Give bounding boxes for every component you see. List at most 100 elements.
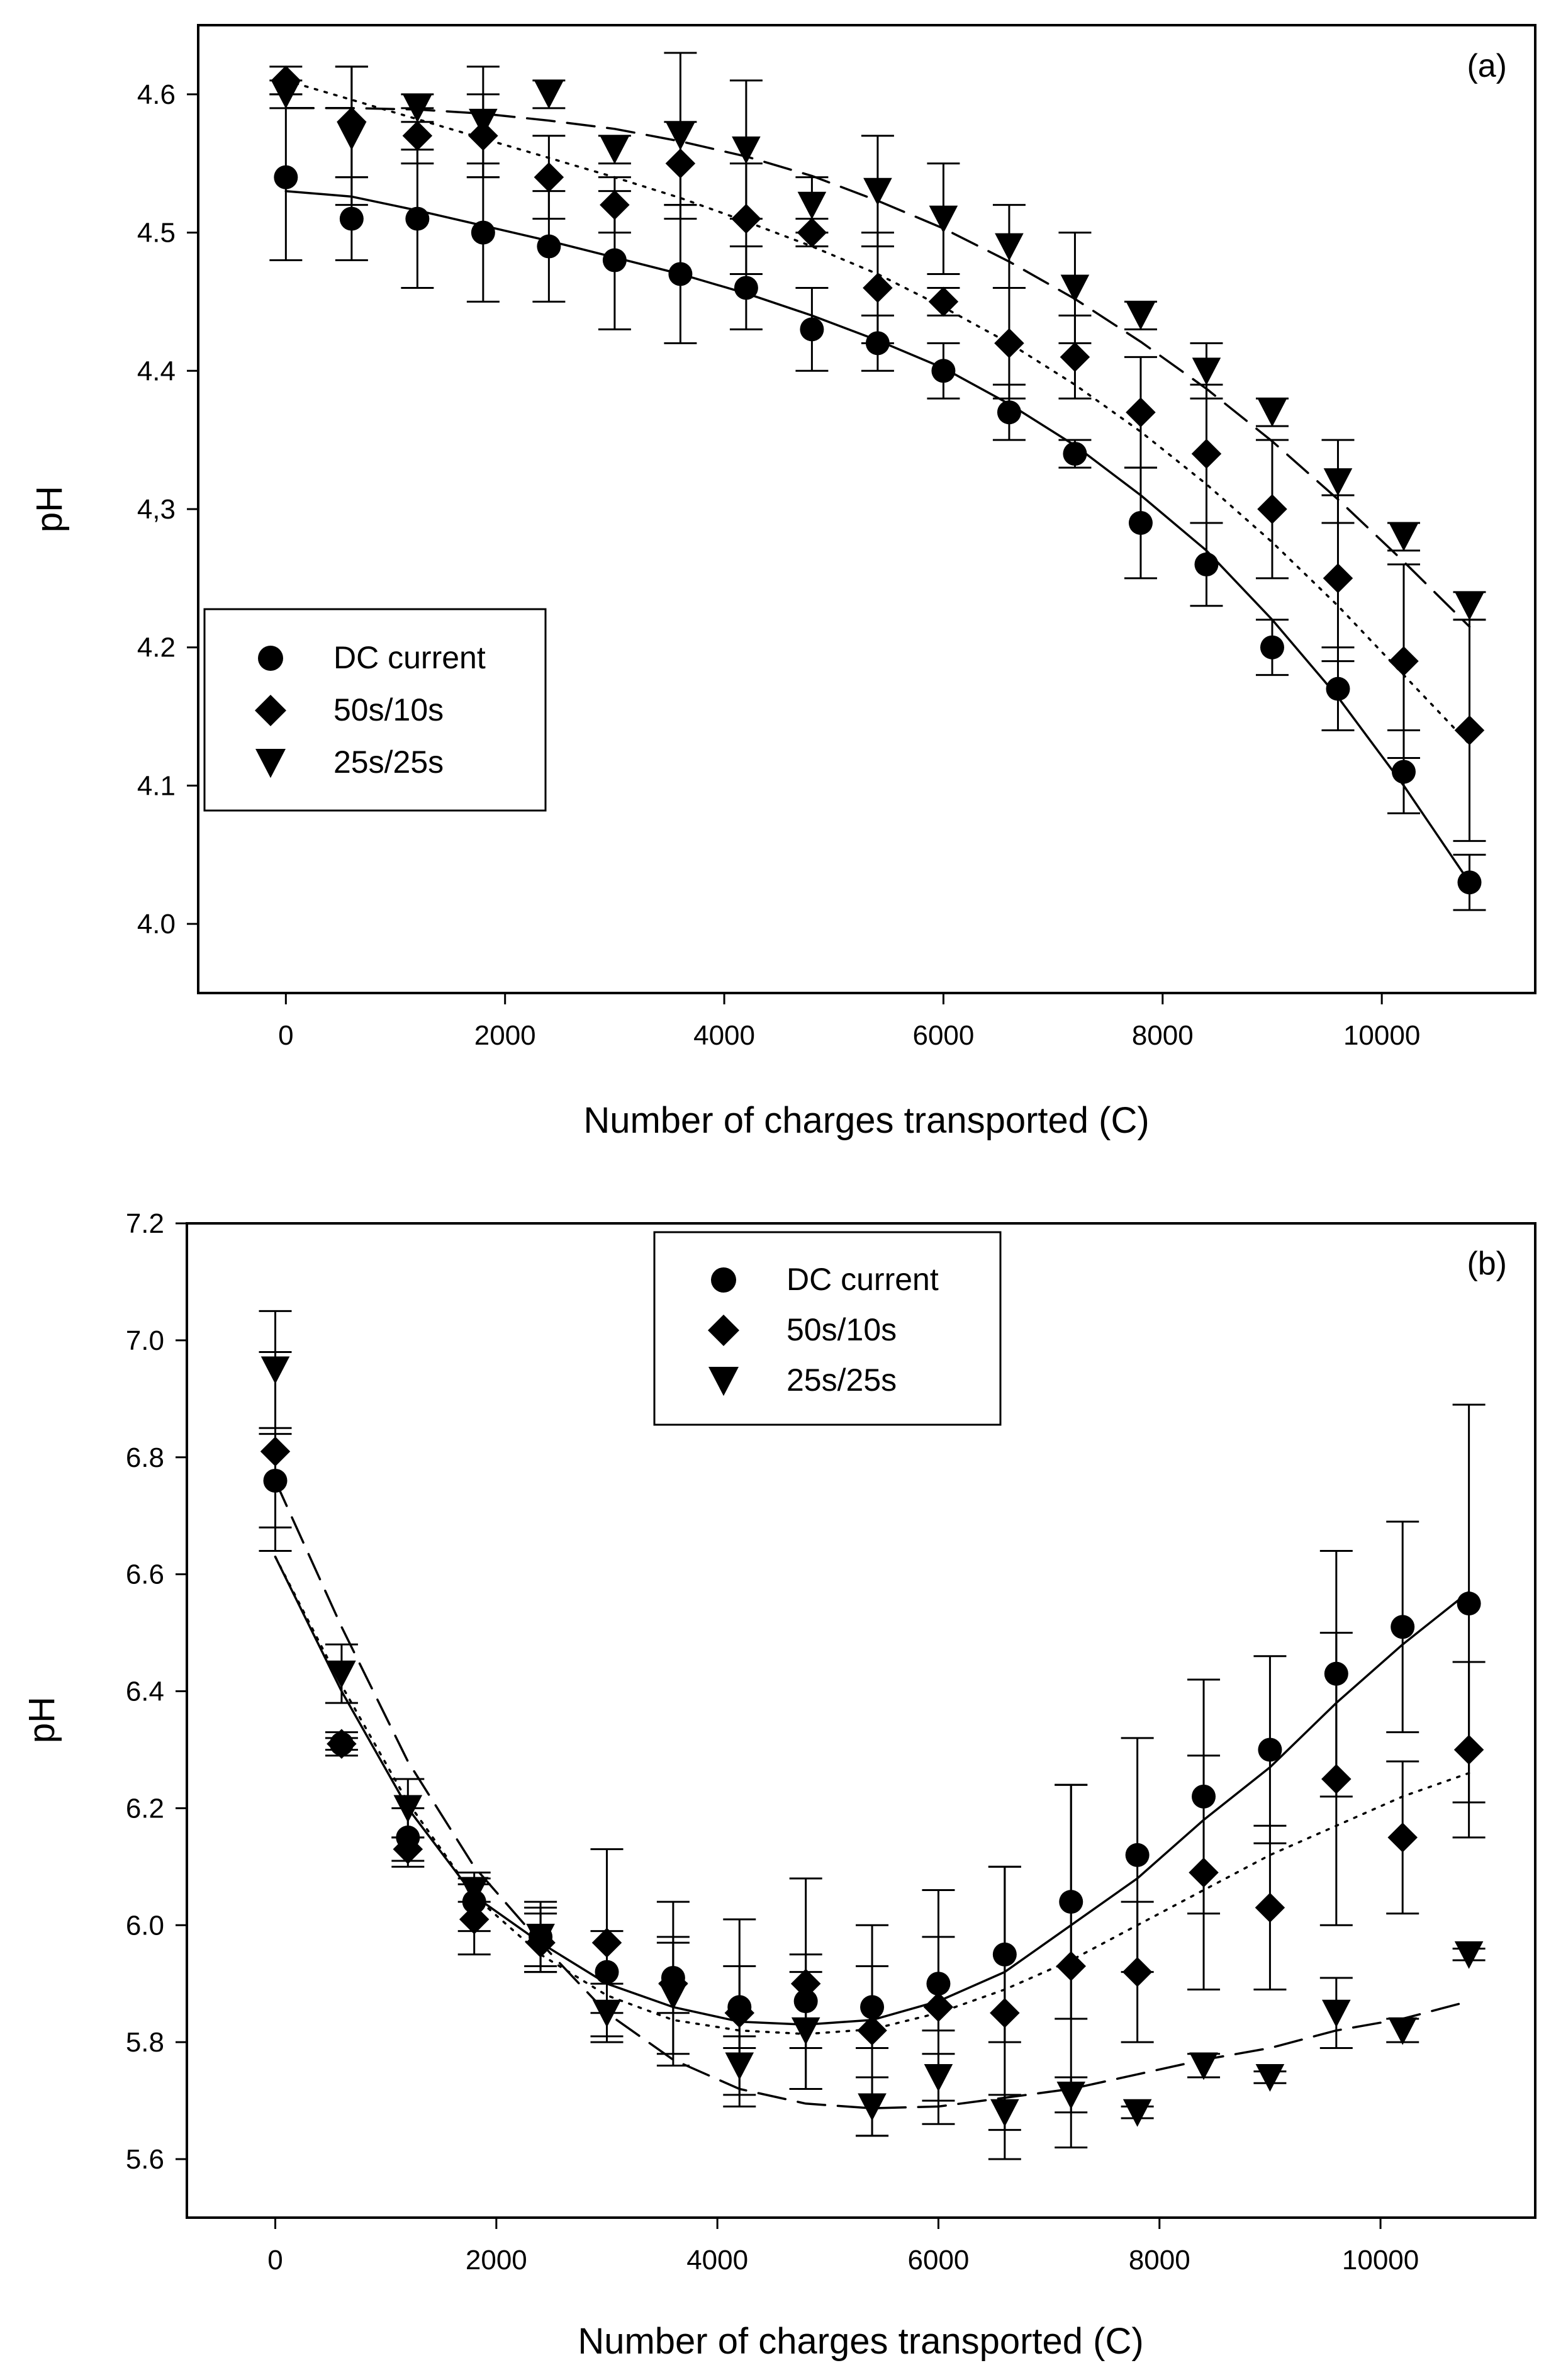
panel-b-x-tick-label-2000: 2000 — [466, 2245, 527, 2276]
panel-a-point-25s25s-12 — [1060, 274, 1090, 303]
panel-a-x-axis-label: Number of charges transported (C) — [583, 1100, 1149, 1141]
panel-a-y-tick-label-0: 4.0 — [137, 909, 176, 940]
panel-a-x-tick-label-4000: 4000 — [693, 1020, 755, 1051]
panel-a-point-50s10s-7 — [731, 203, 761, 234]
panel-b-point-50s10s-2 — [393, 1834, 423, 1865]
panel-b-point-25s25s-12 — [1056, 2081, 1086, 2109]
panel-b-point-dc-11 — [992, 1942, 1017, 1967]
panel-a-point-dc-2 — [405, 206, 430, 231]
panel-a-point-25s25s-18 — [1455, 592, 1484, 620]
panel-a-legend: DC current 50s/10s 25s/25s — [203, 608, 547, 812]
panel-a-y-tick-label-5: 4.5 — [137, 218, 176, 249]
panel-b-legend-label-50s10s: 50s/10s — [786, 1312, 897, 1347]
panel-a-point-50s10s-13 — [1126, 397, 1156, 427]
panel-b-point-50s10s-8 — [790, 1968, 821, 1999]
panel-a-legend-symbol-50s10s — [255, 695, 286, 726]
panel-b-legend-symbol-50s10s — [708, 1315, 739, 1346]
panel-b-point-25s25s-10 — [924, 2064, 953, 2092]
panel-a-point-25s25s-1 — [337, 122, 366, 150]
panel-a-point-50s10s-11 — [994, 328, 1024, 359]
panel-b-x-tick-label-10000: 10000 — [1342, 2245, 1419, 2276]
panel-a-legend-symbol-25s25s — [255, 749, 286, 778]
panel-b-label: (b) — [1467, 1245, 1507, 1282]
panel-a-legend-label-50s10s: 50s/10s — [333, 692, 444, 727]
panel-b-point-dc-14 — [1192, 1784, 1216, 1809]
panel-b-point-25s25s-17 — [1388, 2017, 1418, 2045]
panel-a-point-50s10s-4 — [534, 162, 564, 193]
panel-a-point-25s25s-7 — [732, 136, 761, 164]
panel-a-point-dc-10 — [931, 359, 956, 383]
panel-a-y-tick-label-4: 4.4 — [137, 356, 176, 386]
panel-a-point-dc-7 — [734, 276, 758, 300]
panel-b-point-25s25s-0 — [260, 1356, 290, 1384]
panel-a-point-dc-15 — [1260, 635, 1284, 660]
panel-b-point-50s10s-7 — [724, 1997, 755, 2028]
panel-b-point-25s25s-6 — [659, 1982, 688, 2010]
panel-b-point-dc-18 — [1457, 1591, 1481, 1616]
panel-a-x-tick-label-2000: 2000 — [474, 1020, 536, 1051]
panel-b-point-50s10s-11 — [990, 1997, 1020, 2028]
panel-b-point-25s25s-11 — [990, 2099, 1019, 2127]
panel-a-y-axis-label: pH — [29, 486, 70, 532]
panel-a-x-tick-label-8000: 8000 — [1132, 1020, 1194, 1051]
panel-b-x-tick-label-4000: 4000 — [686, 2245, 748, 2276]
panel-b-point-50s10s-3 — [459, 1904, 490, 1934]
panel-a-point-25s25s-4 — [534, 81, 564, 109]
panel-b-markers — [260, 1356, 1484, 2127]
panel-a-legend-label-dc: DC current — [333, 640, 486, 675]
panel-b-y-tick-label-1: 5.8 — [126, 2027, 164, 2058]
panel-a-point-dc-4 — [537, 234, 561, 259]
panel-b-point-dc-10 — [926, 1972, 951, 1996]
panel-a-point-50s10s-2 — [402, 121, 433, 151]
panel-b-point-25s25s-16 — [1322, 1999, 1351, 2028]
panel-a-point-50s10s-17 — [1389, 646, 1419, 676]
panel-b-point-dc-9 — [860, 1995, 885, 2019]
panel-b-point-25s25s-8 — [791, 2017, 820, 2045]
panel-a-point-25s25s-3 — [469, 108, 498, 137]
panel-b-x-tick-label-8000: 8000 — [1129, 2245, 1190, 2276]
panel-a-x-tick-label-0: 0 — [278, 1020, 293, 1051]
panel-b-plot-frame — [186, 1222, 1536, 2219]
panel-a-point-dc-0 — [274, 165, 298, 189]
panel-a-point-50s10s-14 — [1191, 439, 1222, 469]
panel-a-point-25s25s-11 — [995, 233, 1024, 261]
panel-b-point-dc-0 — [263, 1468, 288, 1493]
panel-a-point-50s10s-8 — [797, 217, 827, 248]
panel-b-legend-symbols — [708, 1267, 739, 1396]
panel-b-point-50s10s-0 — [260, 1436, 291, 1467]
panel-b-point-50s10s-16 — [1321, 1764, 1352, 1794]
panel-b-y-tick-label-3: 6.2 — [126, 1793, 164, 1824]
panel-a-point-25s25s-2 — [403, 94, 432, 123]
panel-b-point-50s10s-18 — [1453, 1734, 1484, 1765]
panel-b-point-50s10s-10 — [923, 1992, 954, 2023]
panel-b-y-tick-label-7: 7.0 — [126, 1325, 164, 1356]
panel-b-point-dc-16 — [1324, 1661, 1348, 1686]
panel-b-point-25s25s-7 — [725, 2052, 754, 2080]
panel-a-point-50s10s-16 — [1323, 563, 1353, 593]
panel-a-y-tick-label-2: 4.2 — [137, 632, 176, 663]
panel-b-legend-symbol-25s25s — [708, 1367, 739, 1396]
panel-a-point-dc-6 — [668, 262, 693, 286]
panel-b-point-50s10s-15 — [1255, 1892, 1285, 1923]
panel-a-label: (a) — [1467, 48, 1507, 84]
panel-b-point-25s25s-14 — [1189, 2052, 1218, 2080]
panel-a-point-dc-5 — [602, 248, 627, 272]
panel-b-point-25s25s-1 — [327, 1660, 356, 1688]
panel-a-point-25s25s-6 — [666, 122, 695, 150]
panel-a-legend-symbols — [255, 646, 286, 778]
panel-a-point-50s10s-10 — [928, 286, 959, 317]
panel-b-legend: DC current 50s/10s 25s/25s — [653, 1231, 1002, 1426]
panel-b-point-dc-17 — [1391, 1615, 1415, 1639]
panel-a-point-dc-12 — [1063, 442, 1087, 466]
panel-b-legend-label-25s25s: 25s/25s — [786, 1362, 897, 1398]
panel-a-markers — [271, 65, 1485, 895]
panel-b-y-tick-label-6: 6.8 — [126, 1442, 164, 1473]
panel-b-legend-label-dc: DC current — [786, 1262, 939, 1297]
panel-a-point-dc-17 — [1391, 760, 1416, 784]
panel-a-point-25s25s-13 — [1126, 302, 1155, 330]
panel-a-point-dc-9 — [865, 331, 890, 356]
panel-a-point-50s10s-9 — [863, 272, 893, 303]
panel-a-point-50s10s-12 — [1060, 342, 1090, 373]
